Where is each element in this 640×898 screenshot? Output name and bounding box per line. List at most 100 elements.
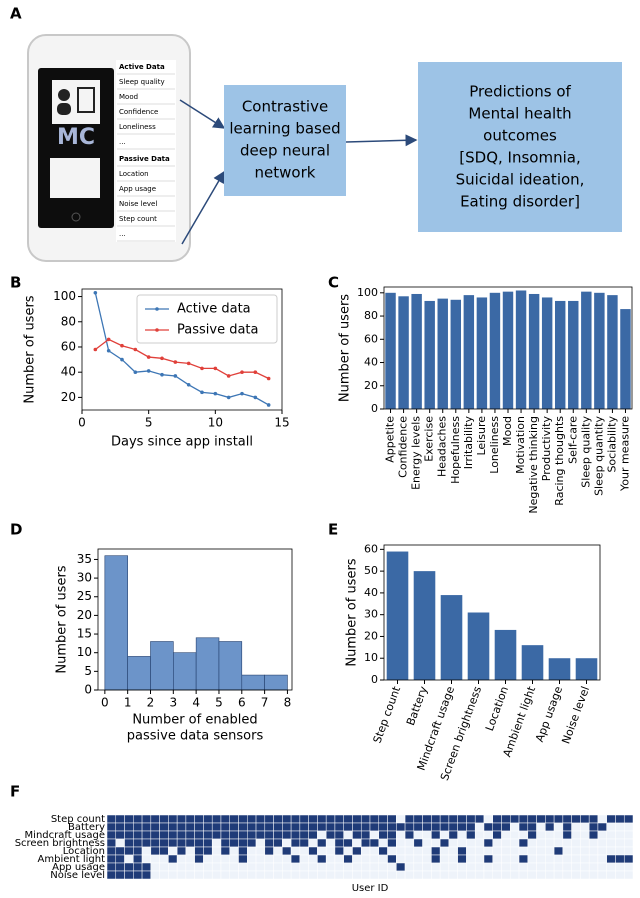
cell	[194, 870, 204, 880]
box-text: network	[255, 164, 316, 182]
cell	[588, 830, 599, 840]
line	[94, 292, 269, 406]
cell	[615, 822, 625, 832]
cell	[264, 854, 274, 864]
cell	[334, 854, 344, 864]
cell	[133, 814, 143, 824]
x-tick-label: Motivation	[514, 416, 527, 474]
x-axis-label: Number of enabled	[132, 713, 257, 728]
legend-label: Active data	[177, 302, 251, 317]
cell	[255, 814, 266, 824]
bar	[150, 641, 174, 691]
cell	[483, 870, 493, 880]
cell	[317, 870, 327, 880]
cell	[387, 830, 397, 840]
panel-label: D	[10, 521, 22, 539]
cell	[194, 814, 204, 824]
cell	[527, 838, 537, 848]
cell	[343, 822, 353, 832]
y-tick-label: 0	[371, 673, 378, 686]
bar	[548, 658, 571, 680]
cell	[238, 846, 248, 856]
cell	[413, 854, 423, 864]
cell	[510, 862, 520, 872]
cell	[282, 862, 292, 872]
bar	[620, 309, 631, 409]
x-axis-label: passive data sensors	[127, 729, 264, 744]
box-text: Mental health	[468, 105, 571, 123]
cell	[396, 846, 406, 856]
cell	[439, 830, 450, 840]
cell	[431, 830, 441, 840]
cell	[290, 862, 301, 872]
cell	[422, 838, 432, 848]
cell	[474, 814, 485, 824]
cell	[334, 870, 344, 880]
cell	[553, 830, 564, 840]
cell	[308, 814, 318, 824]
cell	[360, 854, 371, 864]
box-text: Predictions of	[469, 83, 571, 101]
cell	[492, 846, 502, 856]
row-label: App usage	[52, 862, 105, 873]
cell	[378, 870, 388, 880]
cell	[168, 814, 178, 824]
marker	[106, 337, 111, 342]
cell	[159, 870, 169, 880]
cell	[203, 830, 213, 840]
list-item: Noise level	[119, 200, 157, 208]
bar	[386, 551, 409, 680]
cell	[150, 822, 160, 832]
cell	[255, 870, 266, 880]
cell	[553, 862, 564, 872]
x-tick-label: Noise level	[559, 685, 592, 746]
cell	[159, 814, 169, 824]
cell	[448, 814, 458, 824]
cell	[571, 838, 581, 848]
cell	[527, 814, 537, 824]
cell	[255, 854, 266, 864]
cell	[483, 830, 493, 840]
cell	[159, 822, 169, 832]
cell	[211, 870, 222, 880]
y-tick-label: 20	[77, 608, 92, 622]
cell	[247, 838, 257, 848]
cell	[308, 830, 318, 840]
cell	[597, 830, 607, 840]
bar	[554, 300, 566, 409]
cell	[510, 838, 520, 848]
x-tick-label: Energy levels	[410, 416, 423, 490]
cell	[106, 830, 117, 840]
cell	[439, 846, 450, 856]
bar	[541, 297, 553, 409]
home-button	[71, 212, 81, 222]
arrow	[179, 99, 226, 129]
cell	[413, 814, 423, 824]
x-tick-label: 15	[274, 416, 289, 430]
bar	[218, 641, 243, 691]
cell	[229, 830, 239, 840]
icon-profile	[52, 80, 100, 124]
cell	[159, 830, 169, 840]
cell	[317, 814, 327, 824]
x-tick-label: 8	[284, 696, 292, 710]
cell	[623, 830, 634, 840]
x-tick-label: Sociability	[605, 416, 618, 473]
cell	[150, 814, 160, 824]
x-tick-label: Battery	[404, 684, 430, 727]
bar	[467, 612, 490, 680]
marker	[226, 374, 231, 378]
cell	[168, 854, 178, 864]
cell	[220, 870, 230, 880]
cell	[571, 822, 581, 832]
cell	[325, 846, 336, 856]
cell	[360, 870, 371, 880]
cell	[510, 870, 520, 880]
marker	[200, 390, 204, 395]
bar	[581, 291, 592, 409]
cell	[141, 854, 152, 864]
cell	[211, 814, 222, 824]
cell	[334, 862, 344, 872]
cell	[448, 830, 458, 840]
panel-label: B	[10, 274, 21, 292]
